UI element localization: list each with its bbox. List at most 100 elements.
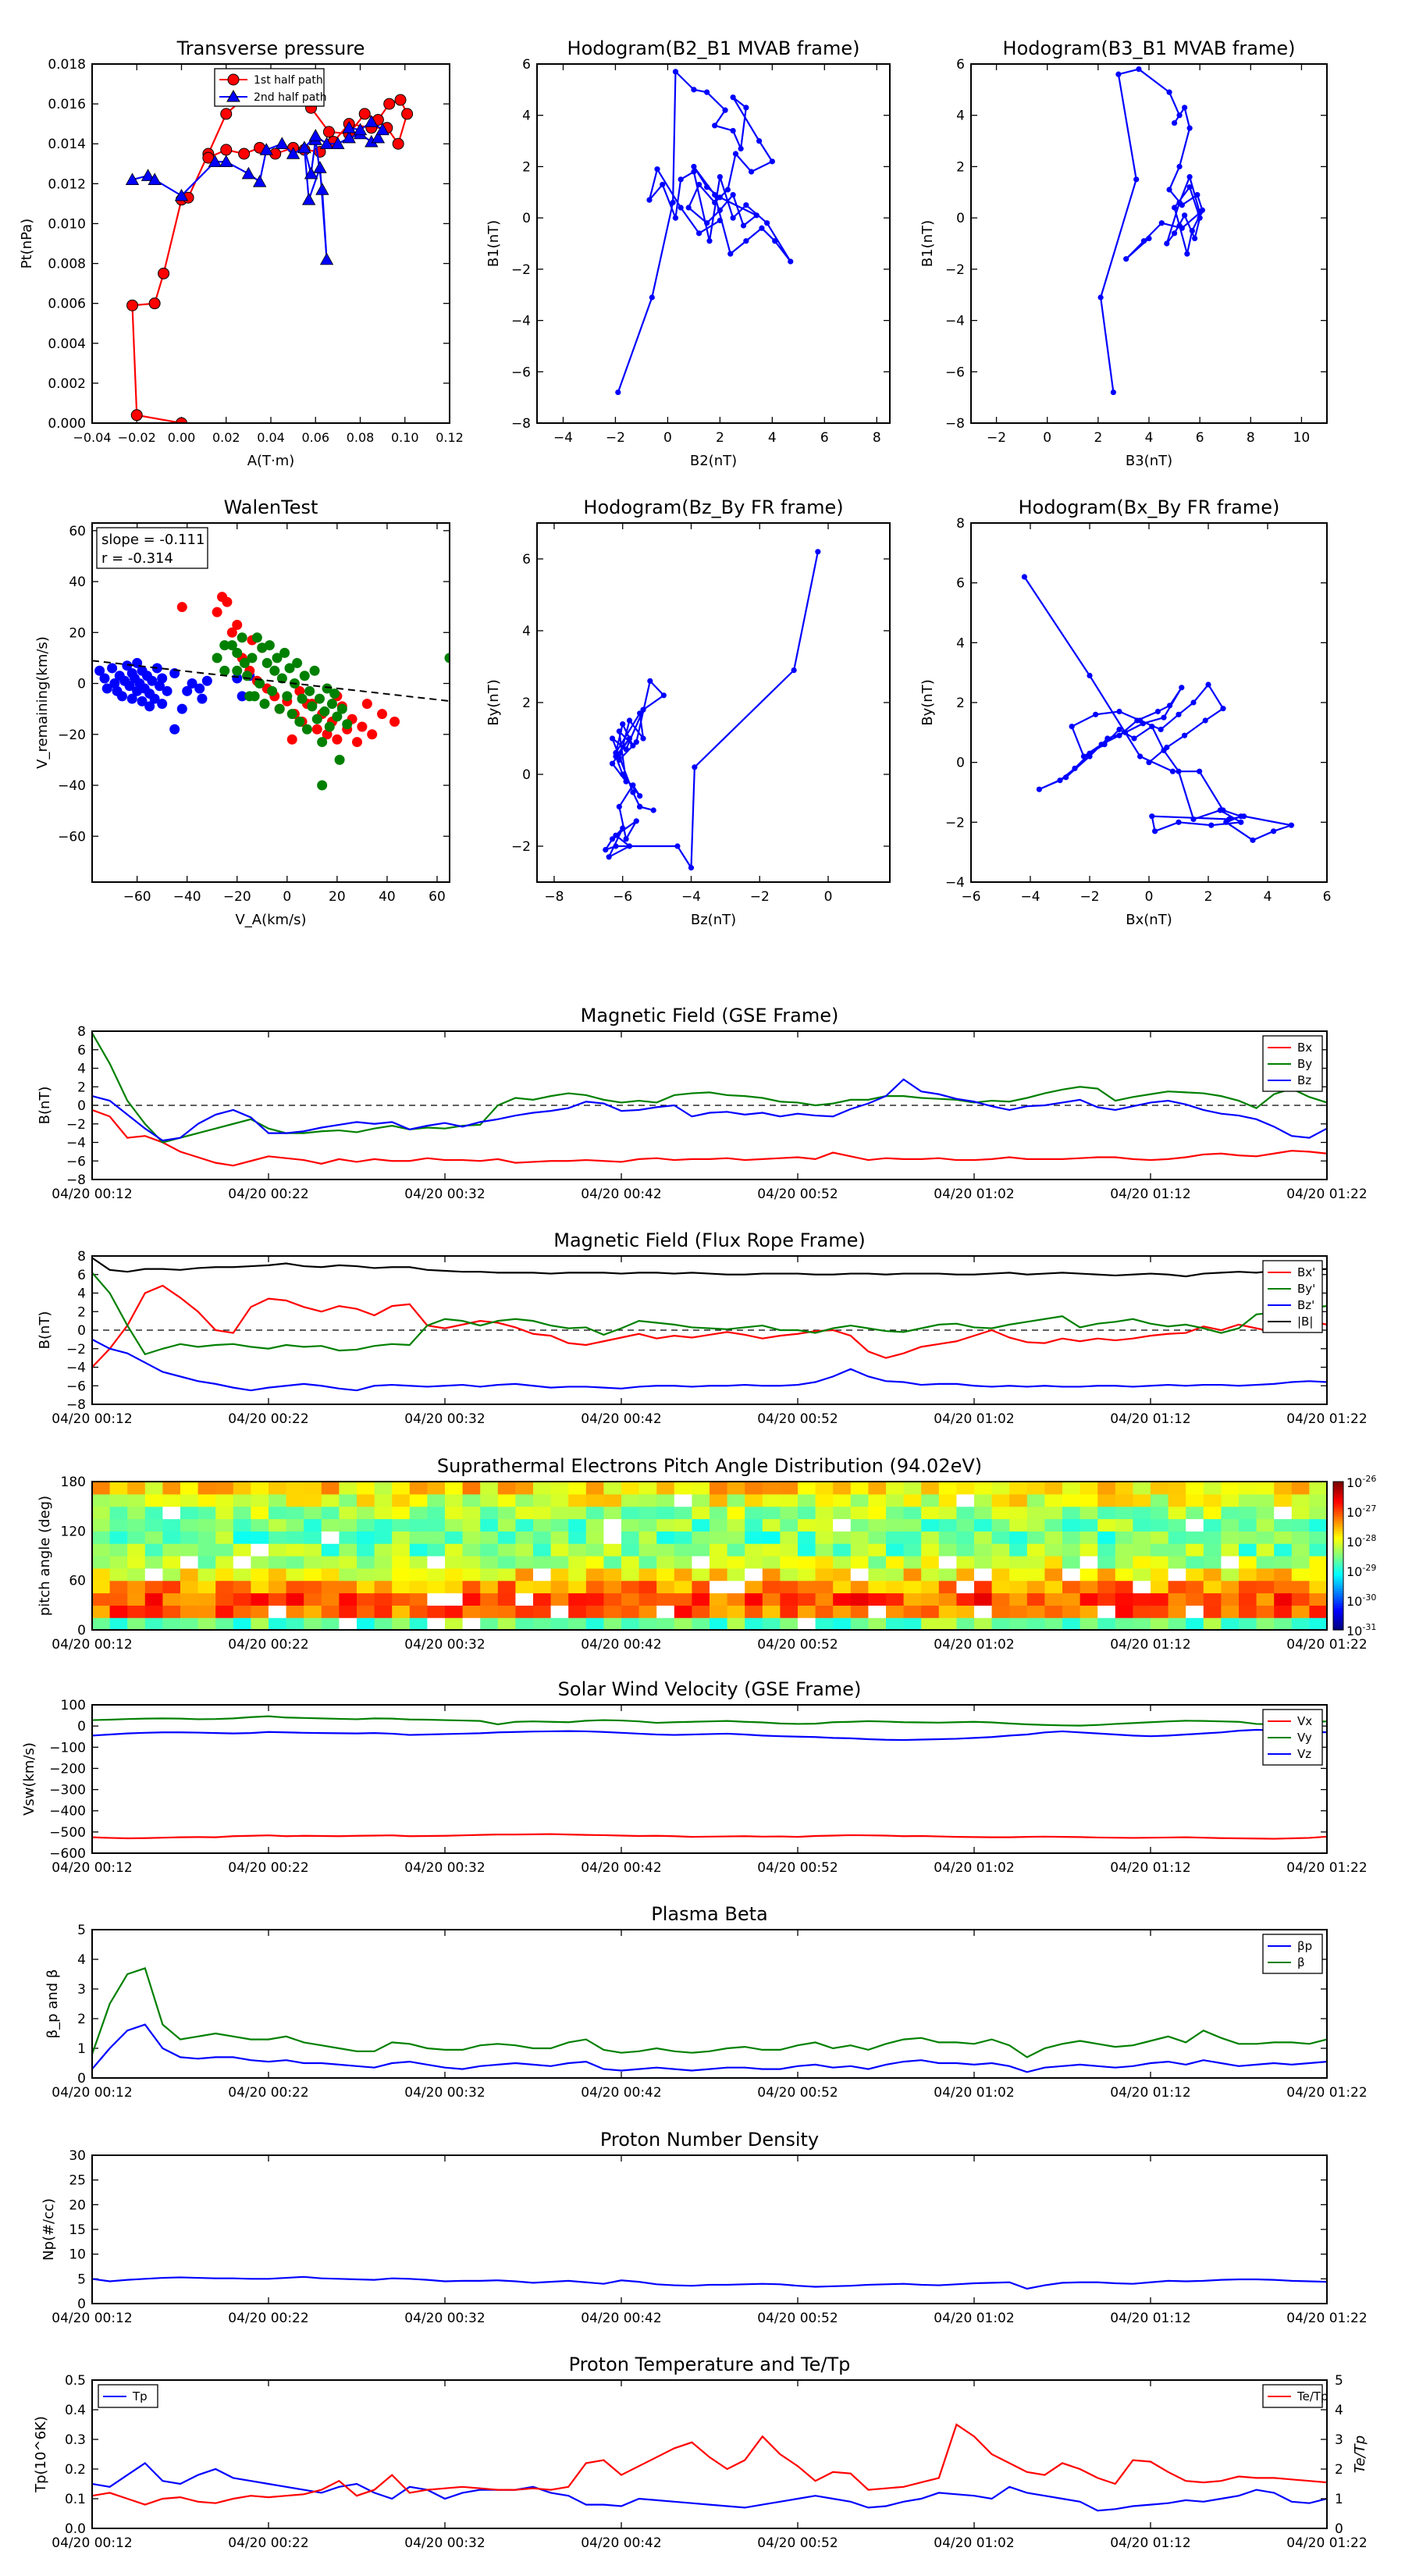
heatmap-cell	[180, 1556, 199, 1569]
x-tick-label: 04/20 01:22	[1286, 2085, 1367, 2101]
heatmap	[92, 1482, 1327, 1630]
heatmap-cell	[1151, 1580, 1169, 1594]
data-point	[743, 105, 749, 111]
scatter-point	[322, 683, 333, 694]
heatmap-cell	[780, 1580, 799, 1594]
heatmap-cell	[1062, 1567, 1081, 1582]
heatmap-cell	[321, 1518, 340, 1532]
heatmap-cell	[109, 1493, 128, 1507]
heatmap-cell	[550, 1567, 569, 1582]
scatter-point	[237, 691, 247, 702]
heatmap-cell	[304, 1556, 322, 1569]
x-tick-label: 04/20 00:42	[581, 1187, 661, 1202]
heatmap-cell	[304, 1543, 322, 1557]
heatmap-cell	[833, 1556, 852, 1569]
series-line-βp	[92, 2023, 1327, 2073]
heatmap-cell	[215, 1580, 234, 1594]
heatmap-cell	[903, 1605, 922, 1618]
heatmap-cell	[480, 1482, 499, 1495]
heatmap-cell	[762, 1543, 781, 1557]
data-point	[322, 126, 335, 138]
x-tick-label: 04/20 00:52	[757, 1187, 838, 1202]
heatmap-cell	[603, 1605, 622, 1618]
heatmap-cell	[92, 1617, 111, 1630]
data-point	[1182, 732, 1188, 738]
heatmap-cell	[1133, 1556, 1151, 1569]
data-point	[1080, 753, 1087, 760]
heatmap-cell	[1062, 1531, 1081, 1544]
data-point	[685, 205, 692, 211]
heatmap-cell	[903, 1482, 922, 1495]
data-point	[637, 793, 643, 799]
heatmap-cell	[850, 1531, 869, 1544]
x-tick-label: −2	[750, 889, 770, 905]
heatmap-cell	[1151, 1617, 1169, 1630]
x-tick-label: 04/20 00:32	[404, 1411, 485, 1427]
heatmap-cell	[550, 1580, 569, 1594]
y-tick-label: −2	[66, 1117, 86, 1133]
scatter-point	[317, 780, 328, 791]
series-line-Vy	[92, 1715, 1327, 1727]
data-point	[1220, 706, 1226, 712]
data-point	[623, 746, 629, 753]
heatmap-cell	[374, 1543, 393, 1557]
x-tick-label: −4	[553, 430, 573, 446]
heatmap-cell	[409, 1580, 428, 1594]
heatmap-cell	[1239, 1543, 1257, 1557]
heatmap-cell	[762, 1531, 781, 1544]
heatmap-cell	[392, 1617, 411, 1630]
heatmap-cell	[497, 1592, 516, 1606]
heatmap-cell	[1274, 1493, 1293, 1507]
heatmap-cell	[1026, 1556, 1045, 1569]
plot-frame	[536, 63, 891, 424]
data-point	[603, 847, 609, 853]
heatmap-cell	[886, 1482, 905, 1495]
scatter-point	[157, 673, 168, 684]
heatmap-cell	[462, 1617, 481, 1630]
heatmap-cell	[427, 1543, 446, 1557]
heatmap-cell	[497, 1531, 516, 1544]
data-point	[815, 549, 821, 555]
heatmap-cell	[233, 1531, 251, 1544]
heatmap-cell	[1168, 1617, 1186, 1630]
heatmap-cell	[1291, 1605, 1310, 1618]
series-line-Tp	[92, 2461, 1327, 2512]
heatmap-cell	[1291, 1482, 1310, 1495]
scatter-point	[261, 657, 272, 668]
heatmap-cell	[938, 1567, 957, 1582]
heatmap-cell	[974, 1605, 993, 1618]
data-point	[1288, 822, 1294, 828]
data-point	[756, 137, 763, 144]
data-point	[649, 294, 655, 301]
heatmap-cell	[1044, 1580, 1063, 1594]
heatmap-cell	[956, 1506, 975, 1520]
heatmap-cell	[868, 1493, 887, 1507]
data-point	[672, 215, 679, 221]
data-point	[743, 238, 749, 244]
data-point	[630, 782, 636, 788]
chart-title: WalenTest	[224, 496, 318, 518]
colorbar-segment	[1333, 1521, 1343, 1525]
heatmap-cell	[1256, 1617, 1275, 1630]
scatter-point	[94, 665, 105, 676]
heatmap-cell	[850, 1617, 869, 1630]
heatmap-cell	[621, 1493, 640, 1507]
colorbar-segment	[1333, 1567, 1343, 1571]
data-point	[1146, 760, 1152, 766]
heatmap-cell	[956, 1518, 975, 1532]
heatmap-cell	[621, 1518, 640, 1532]
scatter-point	[326, 699, 337, 710]
heatmap-cell	[674, 1506, 692, 1520]
data-point	[1205, 681, 1211, 688]
data-point	[788, 258, 794, 265]
data-point	[630, 742, 636, 749]
heatmap-cell	[903, 1567, 922, 1582]
y-tick-label: −8	[66, 1397, 86, 1413]
heatmap-cell	[956, 1531, 975, 1544]
heatmap-cell	[638, 1482, 657, 1495]
heatmap-cell	[1221, 1605, 1240, 1618]
heatmap-cell	[233, 1543, 251, 1557]
y-tick-label: 5	[77, 1923, 86, 1938]
data-point	[712, 191, 718, 198]
heatmap-cell	[868, 1506, 887, 1520]
